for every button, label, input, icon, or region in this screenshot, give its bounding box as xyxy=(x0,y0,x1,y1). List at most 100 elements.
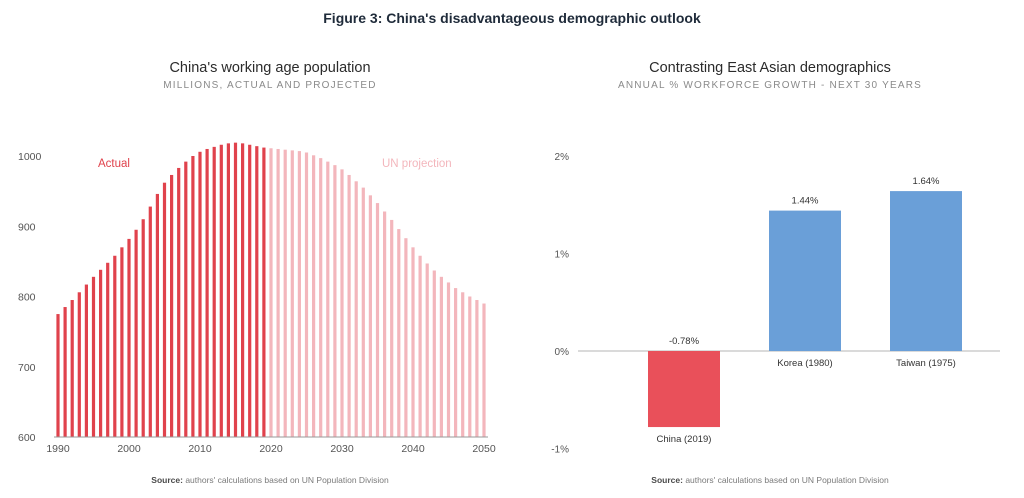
actual-label: Actual xyxy=(98,158,130,170)
right-source-text: authors' calculations based on UN Popula… xyxy=(685,475,889,485)
population-bar xyxy=(411,247,415,437)
population-bar xyxy=(120,247,124,437)
right-y-tick-label: 1% xyxy=(555,250,570,261)
projection-label: UN projection xyxy=(382,158,452,170)
population-bar xyxy=(255,146,259,438)
population-bar xyxy=(148,206,152,437)
left-x-tick-label: 2000 xyxy=(117,443,141,455)
right-source-note: Source: authors' calculations based on U… xyxy=(525,475,1015,485)
left-y-tick-label: 800 xyxy=(18,292,36,304)
right-y-tick-label: 2% xyxy=(555,152,570,163)
category-label: Taiwan (1975) xyxy=(896,358,956,369)
population-bar xyxy=(319,158,323,438)
population-bar xyxy=(106,262,110,437)
left-source-text: authors' calculations based on UN Popula… xyxy=(185,475,389,485)
population-bar xyxy=(84,284,88,437)
left-y-tick-label: 1000 xyxy=(18,151,42,163)
left-x-tick-label: 2050 xyxy=(472,443,496,455)
growth-bar xyxy=(769,210,841,351)
population-bar xyxy=(361,187,365,437)
left-y-tick-label: 600 xyxy=(18,432,36,444)
left-y-tick-label: 900 xyxy=(18,221,36,233)
growth-data-label: 1.44% xyxy=(792,196,819,207)
left-y-tick-label: 700 xyxy=(18,362,36,374)
population-bar xyxy=(91,276,96,437)
population-bar xyxy=(248,144,252,437)
population-bar xyxy=(63,307,67,437)
right-y-tick-label: 0% xyxy=(555,347,570,358)
population-bar xyxy=(418,255,422,437)
population-bar xyxy=(340,169,344,437)
population-bar xyxy=(162,182,167,437)
population-bar xyxy=(397,229,401,437)
population-bar xyxy=(297,151,301,437)
left-x-tick-label: 2040 xyxy=(401,443,425,455)
population-bar xyxy=(70,300,74,437)
population-bar xyxy=(312,155,316,438)
right-y-tick-label: -1% xyxy=(551,445,569,456)
population-bar xyxy=(241,143,245,438)
population-bar xyxy=(326,161,330,437)
population-bar xyxy=(141,219,145,437)
left-x-tick-label: 2010 xyxy=(188,443,212,455)
population-bar xyxy=(198,151,202,437)
population-bar xyxy=(290,150,294,437)
population-bar xyxy=(482,303,486,437)
growth-bar xyxy=(648,351,720,428)
figure-title: Figure 3: China's disadvantageous demogr… xyxy=(323,10,701,26)
right-chart-subtitle: ANNUAL % WORKFORCE GROWTH - NEXT 30 YEAR… xyxy=(617,80,923,91)
population-bar xyxy=(439,276,443,437)
population-bar xyxy=(461,292,465,437)
population-bar xyxy=(390,219,394,437)
left-x-tick-label: 2030 xyxy=(330,443,354,455)
population-bar xyxy=(56,314,60,437)
population-bar xyxy=(283,149,287,438)
population-bar xyxy=(205,148,209,437)
population-bar xyxy=(262,147,266,437)
population-bar xyxy=(475,300,479,437)
left-source-note: Source: authors' calculations based on U… xyxy=(40,475,500,485)
left-source-label: Source: xyxy=(151,475,183,485)
left-x-tick-label: 1990 xyxy=(46,443,70,455)
population-bar xyxy=(333,165,337,437)
population-bar xyxy=(233,142,238,437)
population-bar xyxy=(375,203,380,437)
population-bar xyxy=(404,238,408,437)
population-bar xyxy=(170,174,174,437)
population-bar xyxy=(425,263,429,437)
population-bar xyxy=(184,161,188,437)
population-bar xyxy=(191,156,195,437)
right-chart-title: Contrasting East Asian demographics xyxy=(649,60,891,76)
population-bar xyxy=(127,238,131,437)
population-bar xyxy=(113,255,117,437)
growth-data-label: -0.78% xyxy=(669,336,700,347)
population-bar xyxy=(77,292,81,437)
population-bar xyxy=(219,144,223,437)
population-bar xyxy=(155,193,159,437)
population-bar xyxy=(212,146,216,437)
population-bar xyxy=(446,282,451,437)
category-label: China (2019) xyxy=(657,434,712,445)
growth-data-label: 1.64% xyxy=(913,176,940,187)
population-bar xyxy=(269,148,273,437)
population-bar xyxy=(368,195,372,437)
population-bar xyxy=(454,288,458,437)
population-bar xyxy=(276,148,280,437)
population-bar xyxy=(99,269,103,437)
population-bar xyxy=(468,296,472,437)
population-bar xyxy=(304,152,309,438)
growth-bar xyxy=(890,191,962,351)
population-bar xyxy=(226,143,230,438)
population-bar xyxy=(134,229,138,437)
right-source-label: Source: xyxy=(651,475,683,485)
left-x-tick-label: 2020 xyxy=(259,443,283,455)
population-bar xyxy=(354,181,358,437)
population-bar xyxy=(347,174,351,437)
population-bar xyxy=(432,270,436,437)
population-bar xyxy=(177,167,181,437)
left-chart-title: China's working age population xyxy=(169,60,371,76)
left-chart-subtitle: MILLIONS, ACTUAL AND PROJECTED xyxy=(163,80,377,91)
population-bar xyxy=(383,211,387,437)
category-label: Korea (1980) xyxy=(777,358,832,369)
